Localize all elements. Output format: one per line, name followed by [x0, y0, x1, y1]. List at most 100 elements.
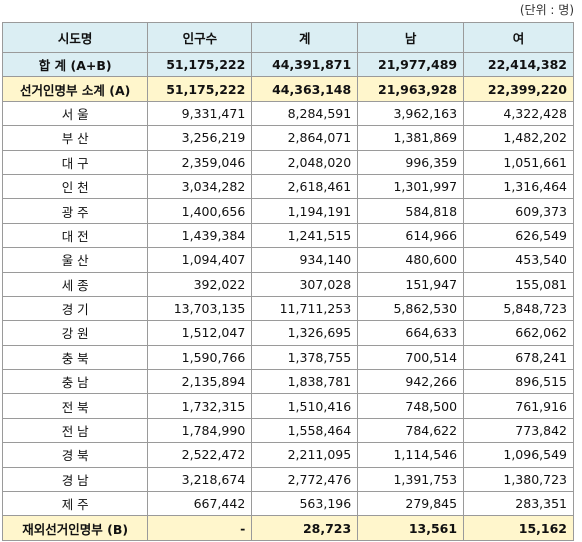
region-cell: 전 북	[1, 393, 149, 419]
number-cell: 1,391,753	[357, 466, 465, 493]
region-cell: 강 원	[1, 320, 149, 346]
table-row: 제 주 667,442 563,196 279,845 283,351	[1, 491, 574, 517]
number-cell: 934,140	[251, 247, 359, 273]
table-row: 경 기 13,703,135 11,711,253 5,862,530 5,848,72…	[1, 295, 574, 322]
number-cell: 392,022	[147, 271, 253, 297]
number-cell: 2,522,472	[147, 442, 253, 468]
column-header: 여	[463, 22, 574, 53]
table-body: 합 계 (A+B) 51,175,222 44,391,871 21,977,489 2…	[1, 51, 574, 541]
number-cell: 3,256,219	[147, 125, 253, 151]
number-cell: 1,838,781	[251, 369, 359, 395]
column-header: 남	[357, 22, 465, 53]
number-cell: 1,241,515	[251, 222, 359, 249]
number-cell: 1,381,869	[357, 125, 465, 151]
number-cell: 2,359,046	[147, 149, 253, 175]
number-cell: 2,048,020	[251, 149, 359, 175]
number-cell: 1,400,656	[147, 198, 253, 224]
number-cell: 563,196	[251, 491, 359, 517]
table-row: 부 산 3,256,219 2,864,071 1,381,869 1,482,202	[1, 125, 574, 151]
number-cell: 44,363,148	[251, 76, 359, 102]
number-cell: 896,515	[463, 369, 574, 395]
region-cell: 충 남	[1, 369, 149, 395]
table-row: 광 주 1,400,656 1,194,191 584,818 609,373	[1, 198, 574, 224]
number-cell: 2,211,095	[251, 442, 359, 468]
number-cell: 155,081	[463, 271, 574, 297]
header-row: 시도명 인구수 계 남 여	[1, 22, 574, 53]
table-row: 인 천 3,034,282 2,618,461 1,301,997 1,316,464	[1, 173, 574, 200]
number-cell: 15,162	[463, 515, 574, 541]
number-cell: 9,331,471	[147, 100, 253, 127]
number-cell: 2,135,894	[147, 369, 253, 395]
number-cell: 667,442	[147, 491, 253, 517]
table-row: 재외선거인명부 (B) -28,723 13,561 15,162	[1, 515, 574, 541]
table-row: 세 종 392,022 307,028 151,947 155,081	[1, 271, 574, 297]
region-cell: 인 천	[1, 173, 149, 200]
number-cell: 1,326,695	[251, 320, 359, 346]
number-cell: 51,175,222	[147, 51, 253, 78]
region-cell: 선거인명부 소계 (A)	[1, 76, 149, 102]
number-cell: 5,848,723	[463, 295, 574, 322]
number-cell: 13,561	[357, 515, 465, 541]
number-cell: 3,218,674	[147, 466, 253, 493]
table-row: 충 북 1,590,766 1,378,755 700,514 678,241	[1, 344, 574, 371]
number-cell: 1,510,416	[251, 393, 359, 419]
number-cell: 942,266	[357, 369, 465, 395]
number-cell: 3,962,163	[357, 100, 465, 127]
number-cell: 279,845	[357, 491, 465, 517]
number-cell: 1,378,755	[251, 344, 359, 371]
region-cell: 광 주	[1, 198, 149, 224]
number-cell: 1,590,766	[147, 344, 253, 371]
table-row: 대 전 1,439,384 1,241,515 614,966 626,549	[1, 222, 574, 249]
number-cell: 4,322,428	[463, 100, 574, 127]
number-cell: 1,094,407	[147, 247, 253, 273]
region-cell: 제 주	[1, 491, 149, 517]
number-cell: 28,723	[251, 515, 359, 541]
table-row: 강 원 1,512,047 1,326,695 664,633 662,062	[1, 320, 574, 346]
number-cell: 480,600	[357, 247, 465, 273]
number-cell: 51,175,222	[147, 76, 253, 102]
number-cell: 2,618,461	[251, 173, 359, 200]
table-row: 울 산 1,094,407 934,140 480,600 453,540	[1, 247, 574, 273]
number-cell: 1,096,549	[463, 442, 574, 468]
number-cell: 609,373	[463, 198, 574, 224]
number-cell: 1,316,464	[463, 173, 574, 200]
number-cell: 784,622	[357, 417, 465, 444]
region-cell: 충 북	[1, 344, 149, 371]
number-cell: 11,711,253	[251, 295, 359, 322]
region-cell: 울 산	[1, 247, 149, 273]
number-cell: 1,482,202	[463, 125, 574, 151]
number-cell: -	[147, 515, 253, 541]
number-cell: 22,399,220	[463, 76, 574, 102]
number-cell: 700,514	[357, 344, 465, 371]
number-cell: 1,194,191	[251, 198, 359, 224]
number-cell: 21,977,489	[357, 51, 465, 78]
number-cell: 2,772,476	[251, 466, 359, 493]
number-cell: 664,633	[357, 320, 465, 346]
region-cell: 재외선거인명부 (B)	[1, 515, 149, 541]
number-cell: 453,540	[463, 247, 574, 273]
table-row: 경 북 2,522,472 2,211,095 1,114,546 1,096,549	[1, 442, 574, 468]
number-cell: 1,439,384	[147, 222, 253, 249]
number-cell: 151,947	[357, 271, 465, 297]
number-cell: 996,359	[357, 149, 465, 175]
region-cell: 경 남	[1, 466, 149, 493]
number-cell: 773,842	[463, 417, 574, 444]
region-cell: 서 울	[1, 100, 149, 127]
number-cell: 662,062	[463, 320, 574, 346]
region-cell: 경 기	[1, 295, 149, 322]
number-cell: 1,301,997	[357, 173, 465, 200]
number-cell: 1,380,723	[463, 466, 574, 493]
number-cell: 1,732,315	[147, 393, 253, 419]
region-cell: 대 구	[1, 149, 149, 175]
number-cell: 626,549	[463, 222, 574, 249]
number-cell: 307,028	[251, 271, 359, 297]
table-row: 전 남 1,784,990 1,558,464 784,622 773,842	[1, 417, 574, 444]
number-cell: 1,784,990	[147, 417, 253, 444]
number-cell: 678,241	[463, 344, 574, 371]
number-cell: 584,818	[357, 198, 465, 224]
number-cell: 8,284,591	[251, 100, 359, 127]
population-table: 시도명 인구수 계 남 여 합 계 (A+B) 51,175,222 44,391,871 2…	[1, 22, 574, 541]
number-cell: 614,966	[357, 222, 465, 249]
table-row: 합 계 (A+B) 51,175,222 44,391,871 21,977,489 2…	[1, 51, 574, 78]
